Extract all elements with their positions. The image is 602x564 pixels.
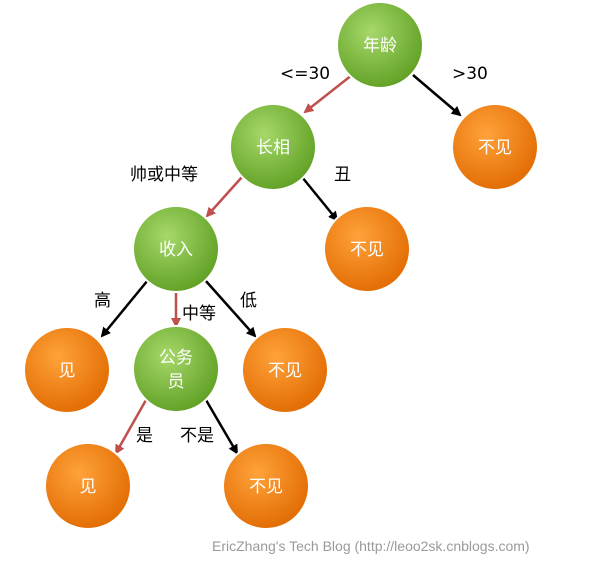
node-civil-label-line2: 员 bbox=[168, 372, 185, 392]
edge-looks-ugly-line bbox=[301, 176, 339, 222]
leaf-civil-no: 不见 bbox=[222, 442, 310, 530]
edge-age-gt30-line bbox=[412, 74, 462, 117]
node-civil-servant: 公务 员 bbox=[132, 325, 220, 413]
edge-label-gt30: >30 bbox=[452, 64, 488, 84]
leaf-civil-yes-label: 见 bbox=[80, 477, 97, 497]
node-age-label: 年龄 bbox=[363, 36, 397, 56]
edge-label-mid: 中等 bbox=[182, 304, 216, 324]
edge-age-le30-line bbox=[303, 74, 353, 114]
edge-label-le30: <=30 bbox=[280, 64, 330, 84]
leaf-civil-yes: 见 bbox=[44, 442, 132, 530]
edge-label-no: 不是 bbox=[180, 426, 214, 446]
node-looks-label: 长相 bbox=[256, 138, 290, 158]
leaf-age-gt30: 不见 bbox=[451, 103, 539, 191]
edge-label-low: 低 bbox=[240, 291, 257, 311]
edge-income-high-line bbox=[100, 279, 149, 338]
node-looks: 长相 bbox=[229, 103, 317, 191]
leaf-income-low: 不见 bbox=[241, 326, 329, 414]
leaf-age-gt30-label: 不见 bbox=[478, 138, 512, 158]
leaf-income-high: 见 bbox=[23, 326, 111, 414]
edge-label-ugly: 丑 bbox=[334, 165, 351, 185]
node-age: 年龄 bbox=[336, 1, 424, 89]
node-income: 收入 bbox=[132, 205, 220, 293]
edge-label-yes: 是 bbox=[136, 426, 153, 446]
edge-civil-yes-line bbox=[114, 399, 148, 455]
leaf-ugly-label: 不见 bbox=[350, 240, 384, 260]
node-income-label: 收入 bbox=[159, 240, 193, 260]
edge-label-handsome: 帅或中等 bbox=[130, 165, 198, 185]
leaf-income-low-label: 不见 bbox=[268, 361, 302, 381]
watermark-text: EricZhang's Tech Blog (http://leoo2sk.cn… bbox=[212, 538, 530, 554]
leaf-ugly: 不见 bbox=[323, 205, 411, 293]
edge-label-high: 高 bbox=[94, 291, 111, 311]
leaf-income-high-label: 见 bbox=[59, 361, 76, 381]
node-civil-label-line1: 公务 bbox=[159, 348, 193, 368]
edge-civil-no-line bbox=[204, 399, 239, 455]
edge-looks-handsome-line bbox=[205, 176, 243, 218]
edge-income-low-line bbox=[204, 279, 257, 338]
leaf-civil-no-label: 不见 bbox=[249, 477, 283, 497]
